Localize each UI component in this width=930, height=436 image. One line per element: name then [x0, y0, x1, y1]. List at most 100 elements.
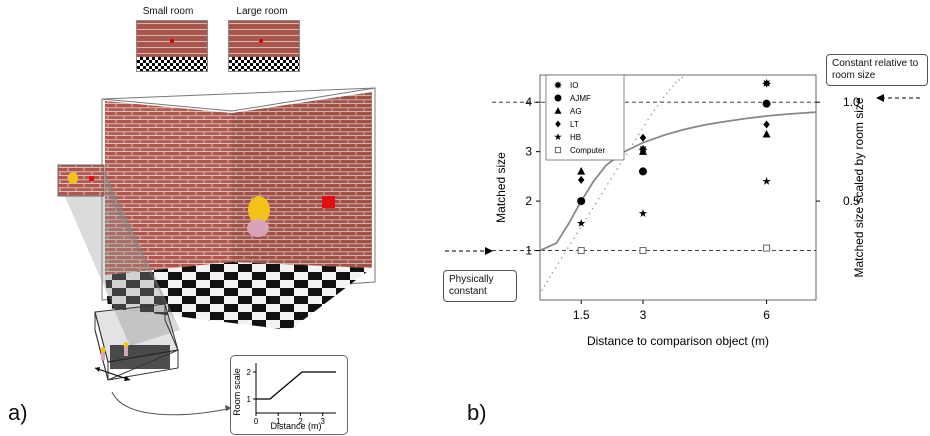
x-tick-label: 3 — [640, 308, 647, 322]
dotted-bound-point — [591, 207, 594, 210]
dotted-bound-point — [576, 232, 578, 235]
dotted-bound-point — [600, 192, 603, 195]
y-tick-label: 3 — [525, 145, 532, 159]
dotted-bound-point — [579, 227, 581, 230]
legend-label-ag: AG — [570, 107, 582, 116]
legend-label-hb: HB — [570, 133, 581, 142]
dotted-bound-point — [588, 212, 591, 215]
dotted-bound-point — [554, 267, 557, 269]
dotted-bound-point — [607, 182, 609, 185]
inset-x-tick-label: 3 — [320, 417, 325, 426]
data-point-ag — [638, 147, 647, 155]
character-head — [248, 196, 270, 224]
room-top-edge-right — [231, 87, 376, 112]
matched-size-chart: 1.5 3 6 1 2 3 4 0.5 1.0 IO AJMF AG LT HB Computer Mat… — [445, 74, 920, 348]
room-scale-inset — [230, 355, 348, 435]
data-point-hb — [762, 176, 771, 185]
red-cube — [322, 196, 335, 208]
dotted-bound-point — [656, 105, 659, 107]
inset-y-tick-label: 1 — [247, 395, 252, 404]
x-tick-label: 1.5 — [573, 308, 590, 322]
large-room-thumbnail — [228, 20, 300, 72]
data-point-computer — [577, 247, 585, 255]
legend-marker-ag — [554, 107, 562, 114]
y-tick-label: 1 — [525, 244, 532, 258]
model-curve — [539, 111, 817, 252]
data-point-ajmf — [577, 197, 586, 206]
dotted-bound-point — [563, 252, 566, 254]
dotted-bound-point — [662, 96, 665, 99]
x-tick-label: 6 — [763, 308, 770, 322]
inset-y-tick-label: 2 — [247, 368, 252, 377]
dotted-bound-point — [678, 79, 680, 81]
dotted-bound-point — [681, 76, 683, 79]
dotted-bound-point — [551, 272, 554, 274]
viewer-frame — [57, 164, 105, 197]
data-point-hb — [638, 209, 648, 217]
dotted-bound-point — [668, 89, 671, 91]
left-brick-wall — [105, 101, 232, 275]
inset-xlabel: Distance (m) — [270, 421, 321, 431]
dotted-bound-point — [567, 247, 569, 249]
room-outline — [101, 87, 376, 301]
inset-x-tick-label: 2 — [298, 417, 303, 426]
dotted-bound-point — [641, 128, 643, 131]
legend-marker-hb — [554, 133, 562, 141]
inset-x-tick-label: 0 — [254, 417, 259, 426]
right-y-tick-label: 0.5 — [843, 194, 860, 208]
large-room-label: Large room — [236, 6, 288, 17]
y-axis-label: Matched size — [494, 152, 508, 223]
data-point-ag — [762, 129, 771, 138]
dotted-bound-point — [647, 118, 649, 121]
dotted-bound-point — [675, 81, 677, 84]
inset-connector — [111, 391, 233, 416]
legend-label-lt: LT — [570, 120, 579, 129]
dotted-bound-point — [594, 202, 597, 205]
dotted-bound-point — [560, 257, 563, 259]
checkered-floor — [105, 262, 372, 330]
dotted-bound-point — [610, 178, 612, 180]
dotted-bound-point — [659, 100, 662, 103]
dotted-bound-point — [613, 173, 615, 175]
right-y-tick-label: 1.0 — [843, 95, 860, 109]
dotted-bound-point — [548, 276, 551, 278]
inset-scale-line — [256, 371, 336, 400]
dotted-bound-point — [543, 284, 546, 287]
dotted-bound-point — [616, 168, 619, 170]
dotted-bound-point — [585, 217, 588, 220]
room-scale-plot: 0 1 2 3 1 2 Room scale Distance (m) — [232, 363, 336, 431]
data-point-computer — [763, 244, 771, 252]
legend-label-io: IO — [570, 81, 578, 90]
dotted-bound-point — [573, 237, 575, 239]
dotted-bound-point — [631, 143, 634, 146]
dotted-bound-point — [541, 289, 543, 291]
physically-constant-callout: Physically constant — [443, 270, 517, 302]
data-point-ag — [577, 167, 586, 175]
data-point-hb — [577, 219, 586, 227]
dotted-bound-point — [684, 74, 687, 76]
dotted-bound-point — [650, 113, 653, 116]
dotted-bound-point — [546, 280, 549, 283]
dotted-bound-point — [597, 197, 600, 200]
inset-x-tick-label: 1 — [276, 417, 281, 426]
data-point-lt — [577, 175, 585, 184]
data-point-computer — [639, 247, 647, 255]
dotted-bound-point — [625, 153, 628, 155]
legend-marker-io — [554, 81, 562, 89]
dotted-bound-point — [619, 163, 622, 165]
dotted-bound-point — [665, 92, 668, 95]
dotted-bound-point — [604, 187, 606, 190]
dotted-bound-point — [557, 262, 560, 264]
data-point-ajmf — [762, 99, 771, 108]
constant-relative-callout: Constant relative to room size — [826, 54, 928, 86]
dotted-bound-point — [570, 242, 572, 244]
inset-ylabel: Room scale — [232, 368, 242, 416]
small-room-thumbnail — [136, 20, 208, 72]
legend-marker-ajmf — [554, 94, 562, 102]
panel-a-letter: a) — [8, 400, 28, 425]
right-y-axis-label: Matched size scaled by room size — [852, 97, 866, 277]
distance-arrow — [94, 367, 131, 381]
character-body — [247, 219, 269, 237]
legend-box — [545, 74, 625, 161]
dotted-bound-point — [638, 133, 640, 136]
